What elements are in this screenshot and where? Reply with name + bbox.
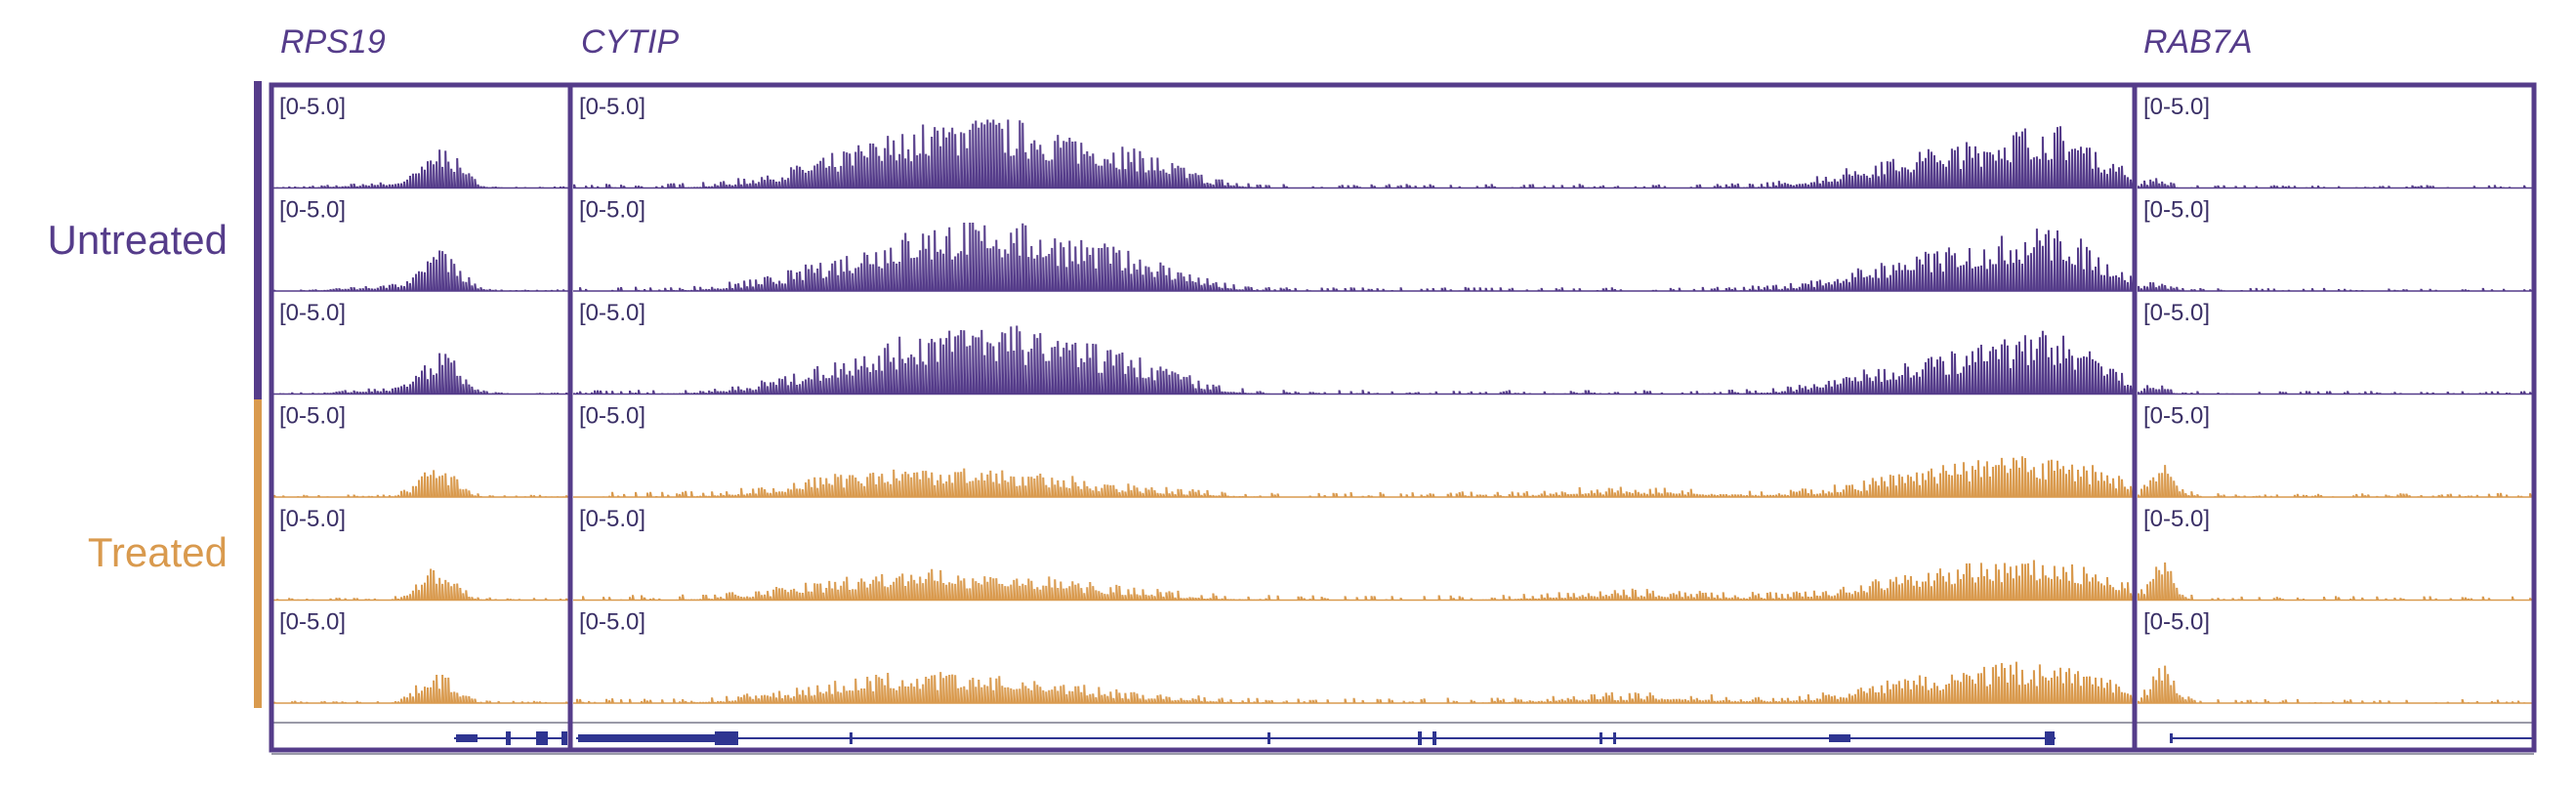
gene-model-cytip-exon [1418,731,1422,745]
coverage-untreated-rep1-cytip [573,119,2135,188]
gene-model-rps19-exon [561,731,567,745]
group-bar-treated [254,399,262,708]
track-range-label: [0-5.0] [2143,403,2210,430]
coverage-treated-rep2-cytip [573,560,2135,601]
gene-model-cytip-exon [1829,734,1850,742]
track-range-label: [0-5.0] [579,94,645,120]
coverage-untreated-rep2-rps19 [273,250,570,291]
track-range-label: [0-5.0] [579,197,645,224]
track-range-label: [0-5.0] [279,403,346,430]
track-range-label: [0-5.0] [279,506,346,532]
gene-model-rps19-exon [506,731,511,745]
track-range-label: [0-5.0] [579,403,645,430]
group-label-untreated: Untreated [48,217,228,263]
coverage-treated-rep1-rps19 [273,470,570,497]
coverage-treated-rep2-rps19 [273,568,570,601]
track-range-label: [0-5.0] [279,197,346,224]
coverage-untreated-rep2-cytip [573,223,2135,291]
gene-label-rab7a: RAB7A [2143,23,2253,61]
gene-model-cytip-exon [1600,732,1602,744]
coverage-treated-rep2-rab7a [2138,562,2534,601]
coverage-untreated-rep3-rab7a [2138,385,2534,395]
track-range-label: [0-5.0] [2143,94,2210,120]
gene-model-cytip-exon [1613,732,1616,744]
track-range-label: [0-5.0] [2143,609,2210,636]
gene-model-rps19-exon [456,734,478,742]
gene-label-cytip: CYTIP [581,23,679,61]
gene-model-track [271,722,2534,755]
track-range-label: [0-5.0] [2143,506,2210,532]
group-label-treated: Treated [88,529,228,575]
track-range-label: [0-5.0] [2143,300,2210,326]
gene-model-rab7a-exon [2170,733,2173,743]
coverage-untreated-rep2-rab7a [2138,282,2534,291]
coverage-treated-rep3-cytip [573,661,2135,703]
coverage-treated-rep1-rab7a [2138,465,2534,497]
gene-model-cytip-exon [2045,731,2055,745]
gene-model-cytip-exon [1433,731,1436,745]
track-range-label: [0-5.0] [579,506,645,532]
coverage-untreated-rep1-rps19 [273,149,570,188]
track-range-label: [0-5.0] [579,609,645,636]
coverage-untreated-rep3-cytip [573,325,2135,395]
locus-frame-rab7a [2132,82,2537,753]
gene-model-cytip-utr [578,734,715,742]
coverage-treated-rep3-rab7a [2138,665,2534,703]
gene-model-cytip-exon [715,731,738,745]
coverage-treated-rep3-rps19 [273,675,570,703]
track-range-label: [0-5.0] [279,609,346,636]
group-bar-untreated [254,81,262,399]
track-range-label: [0-5.0] [279,94,346,120]
coverage-untreated-rep3-rps19 [273,353,570,395]
coverage-treated-rep1-cytip [573,456,2135,497]
track-range-label: [0-5.0] [279,300,346,326]
gene-model-cytip-exon [850,732,852,744]
track-range-label: [0-5.0] [2143,197,2210,224]
gene-model-rps19-exon [536,731,548,745]
track-range-label: [0-5.0] [579,300,645,326]
coverage-tracks: [0-5.0] [0-5.0] [0-5.0] [0-5.0] [0-5.0] [0-5.… [273,94,2534,704]
coverage-untreated-rep1-rab7a [2138,178,2534,188]
gene-model-cytip-exon [1267,732,1270,744]
gene-label-rps19: RPS19 [280,23,386,61]
